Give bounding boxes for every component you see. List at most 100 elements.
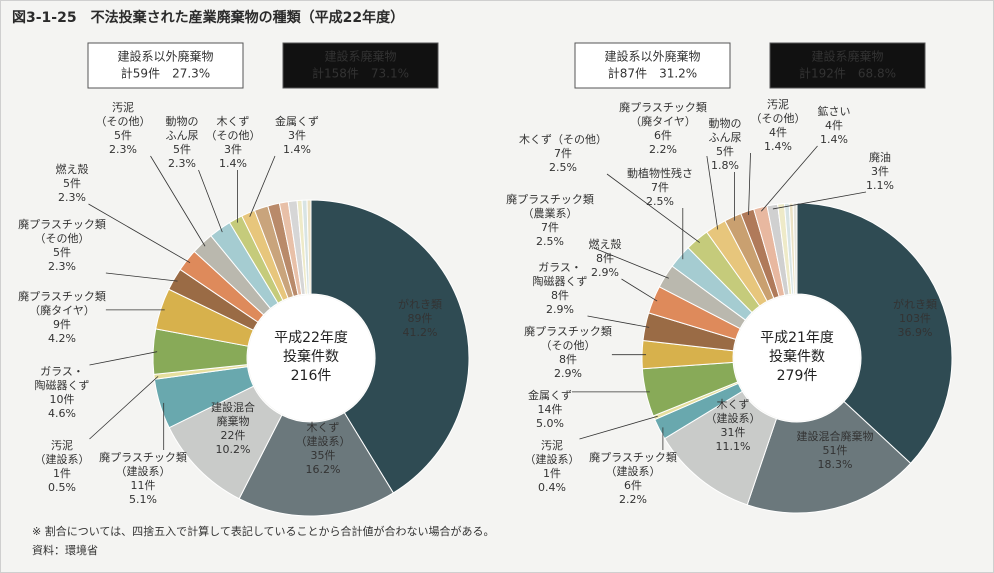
legend-text: 建設系以外廃棄物 xyxy=(117,49,213,64)
leader-line xyxy=(606,173,700,243)
label-text: 4.6% xyxy=(48,407,76,420)
leader-line xyxy=(621,278,658,302)
label-text: 廃油 xyxy=(869,150,891,164)
label-text: 11.1% xyxy=(716,440,751,453)
label-text: （その他） xyxy=(206,129,261,142)
label-text: 18.3% xyxy=(818,458,853,471)
label-text: 建設混合廃棄物 xyxy=(797,429,874,443)
label-text: 1件 xyxy=(53,467,71,480)
data-label: 木くず（その他）3件1.4% xyxy=(206,115,261,170)
label-text: 5.0% xyxy=(536,417,564,430)
label-text: 汚泥 xyxy=(767,98,789,111)
label-text: 8件 xyxy=(596,252,614,265)
center-label: 平成21年度 xyxy=(760,330,834,346)
label-text: 陶磁器くず xyxy=(35,378,90,392)
leader-line xyxy=(706,155,719,230)
label-text: 3件 xyxy=(224,143,242,156)
data-label: 汚泥（建設系）1件0.5% xyxy=(35,439,90,494)
label-text: （その他） xyxy=(751,112,806,125)
label-text: 1.4% xyxy=(219,157,247,170)
label-text: 0.4% xyxy=(538,481,566,494)
label-text: 2.3% xyxy=(58,191,86,204)
data-label: 汚泥（その他）4件1.4% xyxy=(751,98,806,153)
label-text: 10.2% xyxy=(216,443,251,456)
legend-text: 計59件 27.3% xyxy=(121,66,210,81)
label-text: 陶磁器くず xyxy=(533,274,588,288)
label-text: 木くず xyxy=(307,421,340,434)
label-text: 2.2% xyxy=(649,143,677,156)
label-text: 2.3% xyxy=(168,157,196,170)
label-text: がれき類 xyxy=(398,297,442,311)
data-label: 廃プラスチック類（その他）8件2.9% xyxy=(524,324,612,380)
data-label: 汚泥（その他）5件2.3% xyxy=(96,101,151,156)
leader-line xyxy=(249,155,276,217)
leader-line xyxy=(105,272,178,282)
label-text: 動物の xyxy=(166,114,199,128)
label-text: 5件 xyxy=(173,143,191,156)
legend-text: 計192件 68.8% xyxy=(799,66,896,81)
center-label: 平成22年度 xyxy=(274,330,348,346)
label-text: 0.5% xyxy=(48,481,76,494)
label-text: 4件 xyxy=(769,126,787,139)
label-text: 廃プラスチック類 xyxy=(99,450,187,464)
label-text: 木くず xyxy=(717,398,750,411)
label-text: 1.4% xyxy=(764,140,792,153)
slice xyxy=(792,202,798,295)
leader-line xyxy=(772,191,867,210)
label-text: 燃え殻 xyxy=(589,237,622,251)
label-text: 2.3% xyxy=(48,260,76,273)
data-label: 汚泥（建設系）1件0.4% xyxy=(525,439,580,494)
label-text: 廃プラスチック類 xyxy=(18,217,106,231)
data-label: 廃プラスチック類（農業系）7件2.5% xyxy=(506,192,594,248)
label-text: 廃プラスチック類 xyxy=(18,289,106,303)
label-text: 8件 xyxy=(559,353,577,366)
label-text: 3件 xyxy=(871,165,889,178)
center-label: 279件 xyxy=(777,368,818,384)
center-label: 投棄件数 xyxy=(283,349,339,365)
label-text: 木くず xyxy=(217,115,250,128)
label-text: 7件 xyxy=(541,221,559,234)
label-text: 木くず（その他） xyxy=(519,133,607,146)
label-text: （廃タイヤ） xyxy=(630,114,696,128)
label-text: （建設系） xyxy=(706,411,761,425)
label-text: 燃え殻 xyxy=(56,162,89,176)
leader-line xyxy=(760,145,818,212)
label-text: 廃プラスチック類 xyxy=(589,450,677,464)
label-text: （農業系） xyxy=(523,206,578,220)
slice xyxy=(310,199,470,494)
label-text: （建設系） xyxy=(525,452,580,466)
label-text: 41.2% xyxy=(403,326,438,339)
label-text: （建設系） xyxy=(35,452,90,466)
label-text: （その他） xyxy=(35,232,90,245)
legend-text: 計87件 31.2% xyxy=(608,66,697,81)
label-text: 5件 xyxy=(63,177,81,190)
label-text: 汚泥 xyxy=(112,101,134,114)
label-text: 1.4% xyxy=(283,143,311,156)
label-text: 6件 xyxy=(624,479,642,492)
label-text: ふん尿 xyxy=(709,131,742,144)
label-text: （その他） xyxy=(96,115,151,128)
legend-text: 建設系廃棄物 xyxy=(811,49,883,64)
title: 図3-1-25 不法投棄された産業廃棄物の種類（平成22年度） xyxy=(12,9,404,26)
label-text: 16.2% xyxy=(306,463,341,476)
label-text: ガラス・ xyxy=(40,365,84,378)
legend-box xyxy=(282,42,439,89)
label-text: 建設混合 xyxy=(211,400,255,414)
label-text: 89件 xyxy=(408,312,433,325)
leader-line xyxy=(89,351,158,366)
label-text: （建設系） xyxy=(606,464,661,478)
label-text: 51件 xyxy=(823,444,848,457)
leader-line xyxy=(150,155,206,247)
donut-hole xyxy=(248,295,374,421)
